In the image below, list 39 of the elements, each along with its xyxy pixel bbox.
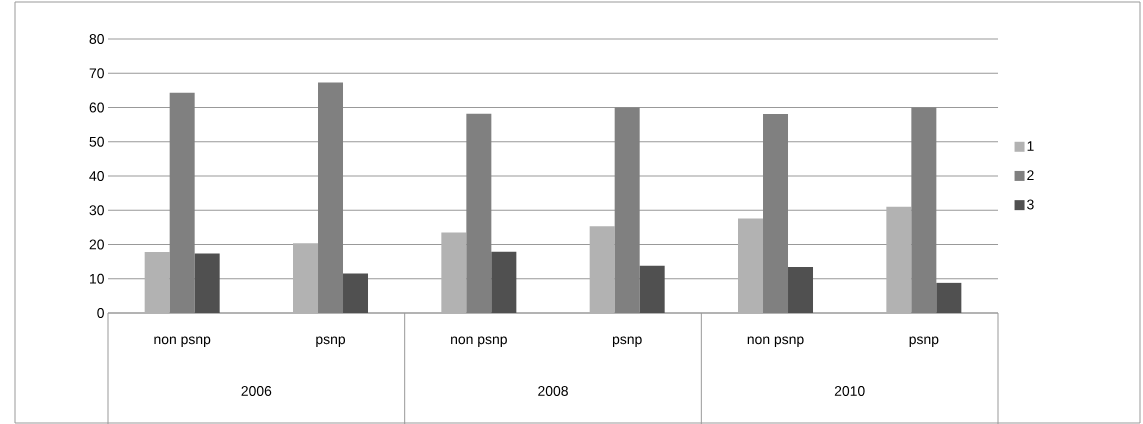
bar [589,226,615,313]
y-tick-label: 80 [89,34,104,44]
x-tick-label: non psnp [451,336,507,347]
bar [788,267,814,313]
bar [194,253,220,313]
legend-label: 2 [1027,170,1034,181]
x-tick-label: psnp [612,336,642,347]
bar [738,218,764,313]
y-tick-label: 70 [89,68,104,79]
x-tick-label: non psnp [154,336,211,347]
bar [144,252,170,313]
x-tick-label: psnp [316,336,346,347]
bar [639,265,665,313]
bar [763,114,789,313]
bar [936,282,962,313]
bar [441,232,467,313]
y-tick-label: 50 [89,136,104,147]
bar [491,251,517,313]
y-tick-label: 60 [89,102,104,113]
bar [318,82,344,313]
y-tick-label: 20 [89,239,104,250]
y-tick-label: 30 [89,205,104,216]
text: 2008 [538,386,568,396]
bar [293,243,319,313]
y-tick-label: 40 [89,171,104,181]
bar [466,113,492,313]
y-tick-label: 0 [97,308,104,318]
y-tick-label: 10 [90,273,104,284]
legend-label: 1 [1027,141,1034,151]
x-tick-label: non psnp [747,336,804,347]
bar [169,92,195,313]
bar [614,107,640,313]
text: 2010 [834,386,865,396]
x-tick-label: psnp [909,336,939,347]
text: 2006 [241,386,272,396]
bar [886,206,912,313]
bar [343,273,369,313]
legend-label: 3 [1027,199,1034,210]
bar [911,107,937,313]
